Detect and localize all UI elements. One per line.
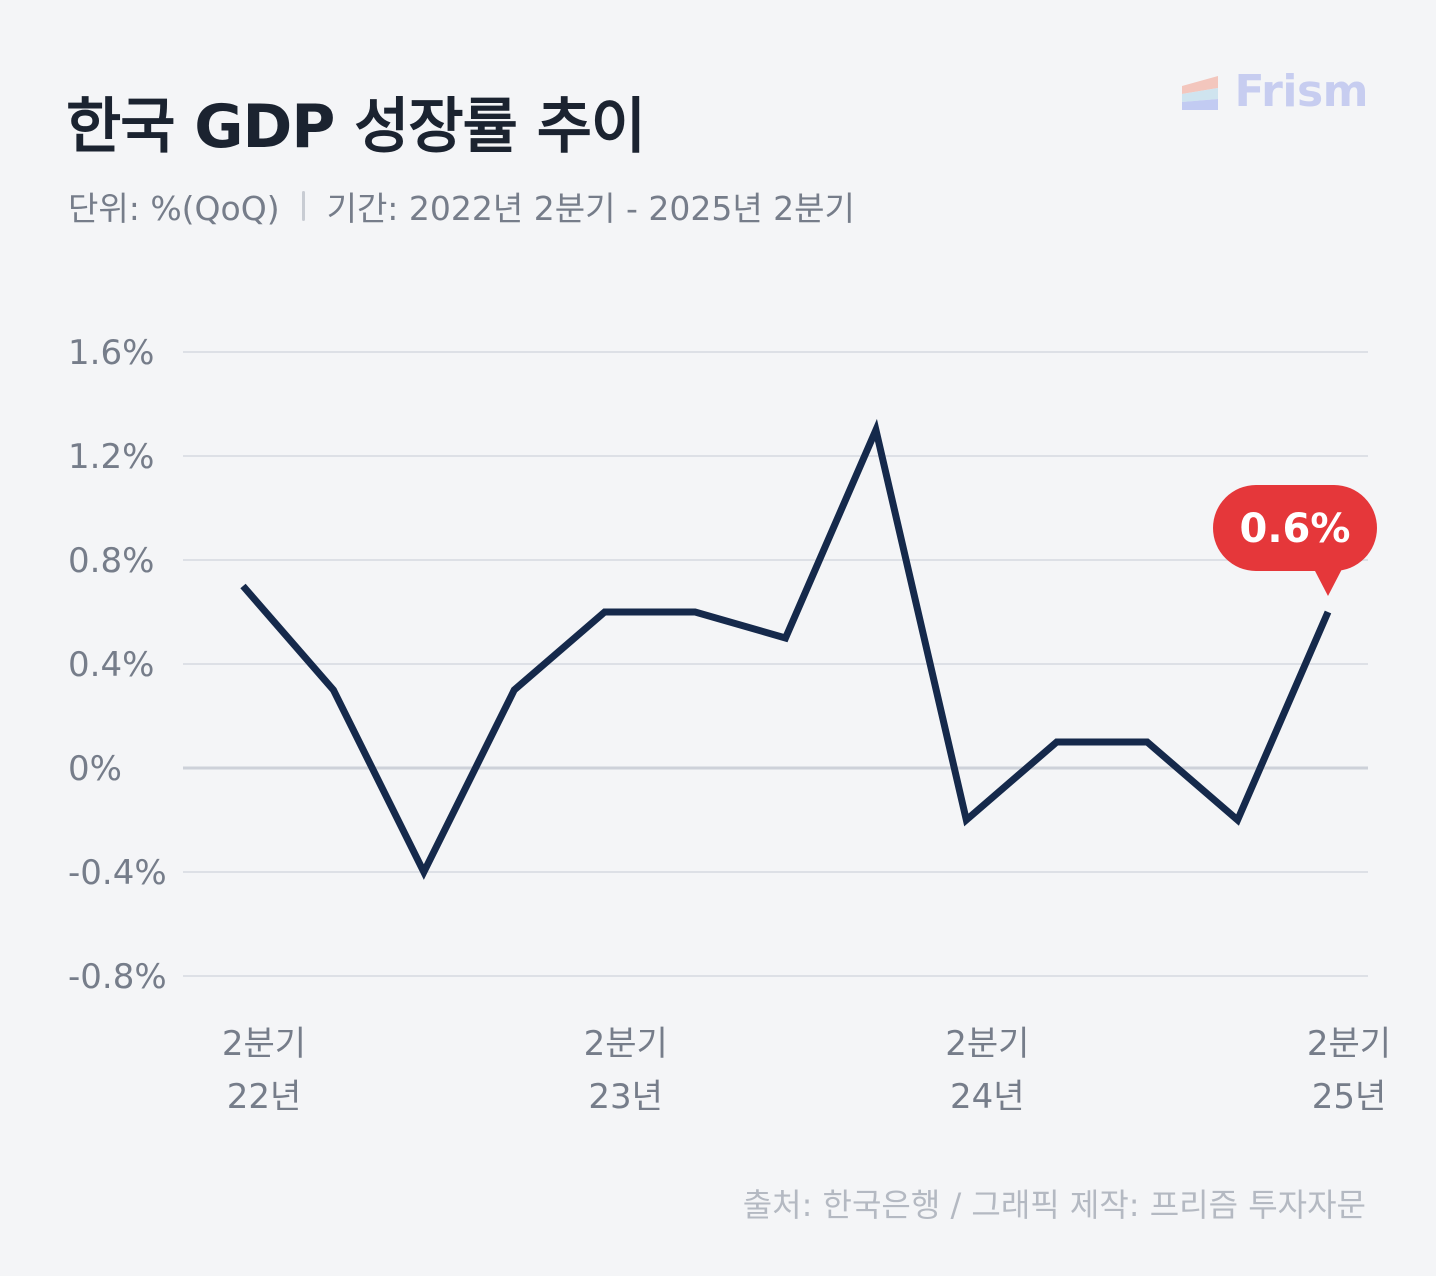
- x-tick-label: 25년: [1312, 1077, 1387, 1117]
- source-note: 출처: 한국은행 / 그래픽 제작: 프리즘 투자자문: [742, 1186, 1366, 1224]
- x-tick-label: 2분기: [1307, 1024, 1391, 1064]
- callout-label: 0.6%: [1240, 506, 1351, 552]
- chart-title: 한국 GDP 성장률 추이: [66, 92, 646, 162]
- x-tick-label: 23년: [588, 1077, 663, 1117]
- y-tick-label: 1.2%: [68, 437, 154, 477]
- y-tick-label: 0.4%: [68, 645, 154, 685]
- callout-bubble: [1213, 485, 1377, 571]
- x-tick-label: 22년: [227, 1077, 302, 1117]
- callout-pointer: [1314, 569, 1342, 596]
- chart-subtitle: 단위: %(QoQ) 기간: 2022년 2분기 - 2025년 2분기: [68, 182, 855, 230]
- x-tick-label: 2분기: [584, 1024, 668, 1064]
- y-tick-label: -0.8%: [68, 957, 167, 997]
- x-tick-label: 2분기: [945, 1024, 1029, 1064]
- x-tick-label: 2분기: [222, 1024, 306, 1064]
- separator: [301, 191, 305, 221]
- callout-layer: 0.6%: [1213, 485, 1377, 596]
- series-layer: [240, 418, 1332, 880]
- y-axis: 1.6% 1.2% 0.8% 0.4% 0% -0.4% -0.8%: [68, 333, 167, 997]
- unit-label: 단위: %(QoQ): [68, 189, 280, 228]
- brand-logo: Frism: [1180, 66, 1368, 117]
- y-tick-label: 0.8%: [68, 541, 154, 581]
- frism-logo-icon: [1182, 75, 1219, 110]
- period-label: 기간: 2022년 2분기 - 2025년 2분기: [326, 189, 855, 228]
- x-axis: 2분기 22년 2분기 23년 2분기 24년 2분기 25년: [222, 1024, 1391, 1117]
- grid-layer: [183, 351, 1368, 977]
- y-tick-label: -0.4%: [68, 853, 167, 893]
- brand-name: Frism: [1234, 66, 1368, 117]
- y-tick-label: 1.6%: [68, 333, 154, 373]
- series-line: [240, 418, 1332, 880]
- y-tick-label: 0%: [68, 749, 122, 789]
- x-tick-label: 24년: [950, 1077, 1025, 1117]
